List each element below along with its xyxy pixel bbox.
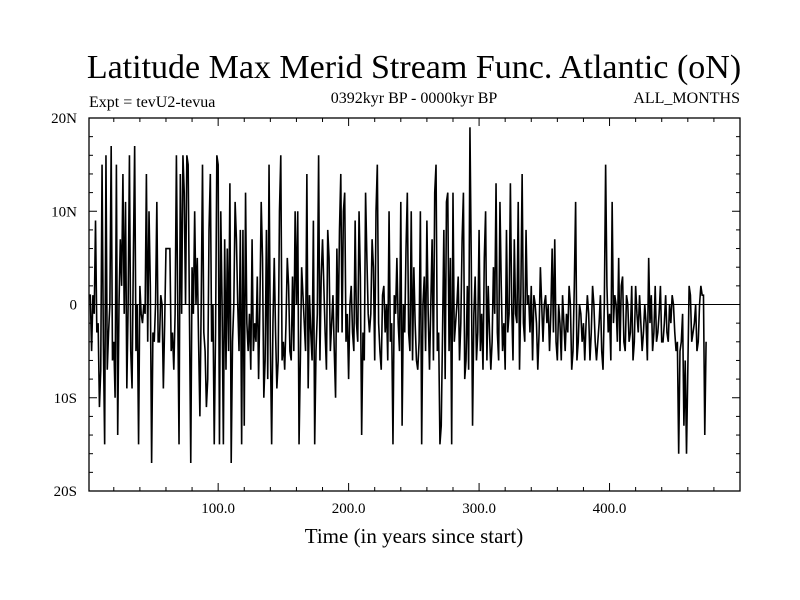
y-tick-label: 10N xyxy=(51,204,77,220)
chart-subtitle-left: Expt = tevU2-tevua xyxy=(89,94,215,111)
plot-area: 20N 10N 0 10S 20S 100.0 200.0 300.0 400.0 xyxy=(51,111,741,517)
x-axis-label: Time (in years since start) xyxy=(305,524,524,548)
chart-subtitle-center: 0392kyr BP - 0000kyr BP xyxy=(331,90,498,107)
chart-title: Latitude Max Merid Stream Func. Atlantic… xyxy=(87,49,741,86)
x-tick-label: 400.0 xyxy=(593,501,627,517)
x-tick-label: 100.0 xyxy=(201,501,235,517)
x-tick-label: 300.0 xyxy=(462,501,496,517)
x-tick-label: 200.0 xyxy=(332,501,366,517)
y-tick-label: 20S xyxy=(54,484,77,500)
y-tick-label: 10S xyxy=(54,391,77,407)
series-line xyxy=(89,127,707,464)
chart-subtitle-right: ALL_MONTHS xyxy=(633,90,740,107)
y-tick-label: 20N xyxy=(51,111,77,127)
y-tick-label: 0 xyxy=(70,298,78,314)
